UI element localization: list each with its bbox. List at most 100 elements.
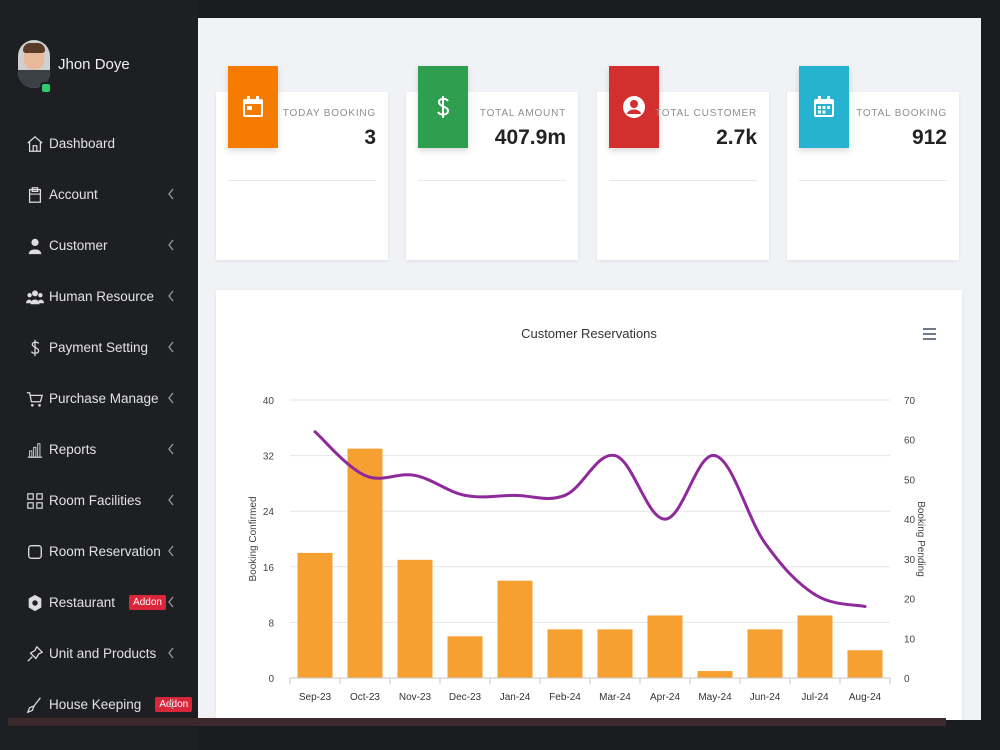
stat-label: TOTAL AMOUNT bbox=[479, 108, 566, 119]
sidebar-item-unit-and-products[interactable]: Unit and Products bbox=[0, 628, 198, 679]
chevron-left-icon bbox=[166, 595, 176, 609]
bar-booking-confirmed-Apr-24 bbox=[647, 615, 683, 678]
sidebar-item-human-resource[interactable]: Human Resource bbox=[0, 271, 198, 322]
point-booking-pending-Aug-24 bbox=[863, 605, 867, 609]
calendar-icon bbox=[228, 66, 278, 148]
chevron-left-icon bbox=[166, 442, 176, 456]
card-divider bbox=[609, 180, 757, 181]
x-tick-label: Sep-23 bbox=[299, 692, 332, 703]
point-booking-pending-Feb-24 bbox=[563, 493, 567, 497]
y-left-tick-label: 16 bbox=[263, 563, 275, 574]
sidebar-item-label: Room Reservation bbox=[49, 544, 161, 559]
point-booking-pending-Jul-24 bbox=[813, 593, 817, 597]
y-left-tick-label: 24 bbox=[263, 507, 275, 518]
pin-icon bbox=[25, 644, 45, 664]
stat-label: TOTAL BOOKING bbox=[856, 108, 947, 119]
avatar[interactable] bbox=[18, 40, 50, 88]
sidebar-item-purchase-manage[interactable]: Purchase Manage bbox=[0, 373, 198, 424]
sidebar-item-label: Room Facilities bbox=[49, 493, 142, 508]
bar-booking-confirmed-Oct-23 bbox=[347, 448, 383, 678]
stat-label: TOTAL CUSTOMER bbox=[655, 108, 757, 119]
customer-reservations-chart: Customer Reservations 0 8 16 24 32 40 0 10 20 30 4… bbox=[216, 290, 962, 720]
bar-booking-confirmed-Jun-24 bbox=[747, 629, 783, 678]
x-tick-label: Aug-24 bbox=[849, 692, 882, 703]
online-status-icon bbox=[40, 82, 52, 94]
broom-icon bbox=[25, 695, 45, 715]
x-tick-label: Nov-23 bbox=[399, 692, 432, 703]
sidebar-item-account[interactable]: Account bbox=[0, 169, 198, 220]
chevron-left-icon bbox=[166, 697, 176, 711]
sidebar-item-label: House Keeping bbox=[49, 697, 142, 712]
point-booking-pending-Nov-23 bbox=[413, 473, 417, 477]
chevron-left-icon bbox=[166, 544, 176, 558]
chevron-left-icon bbox=[166, 187, 176, 201]
addon-badge: Addon bbox=[155, 697, 193, 712]
user-circle-icon bbox=[609, 66, 659, 148]
y-right-tick-label: 40 bbox=[904, 515, 916, 526]
point-booking-pending-Jan-24 bbox=[513, 493, 517, 497]
sidebar-item-room-facilities[interactable]: Room Facilities bbox=[0, 475, 198, 526]
x-tick-label: Jan-24 bbox=[500, 692, 531, 703]
point-booking-pending-Oct-23 bbox=[363, 473, 367, 477]
x-tick-label: Oct-23 bbox=[350, 692, 380, 703]
bar-booking-confirmed-Nov-23 bbox=[397, 559, 433, 678]
y-left-tick-label: 0 bbox=[268, 674, 274, 685]
x-tick-label: May-24 bbox=[698, 692, 732, 703]
stat-card-total-customer: TOTAL CUSTOMER 2.7k bbox=[597, 66, 769, 260]
sidebar-item-label: Dashboard bbox=[49, 136, 116, 151]
card-divider bbox=[418, 180, 566, 181]
stat-card-total-booking: TOTAL BOOKING 912 bbox=[787, 66, 959, 260]
sidebar-item-house-keeping[interactable]: House Keeping Addon bbox=[0, 679, 198, 730]
sidebar-item-label: Purchase Manage bbox=[49, 391, 159, 406]
sidebar-item-label: Customer bbox=[49, 238, 108, 253]
bar-booking-confirmed-Dec-23 bbox=[447, 636, 483, 678]
sidebar-item-restaurant[interactable]: Restaurant Addon bbox=[0, 577, 198, 628]
bar-booking-confirmed-Sep-23 bbox=[297, 552, 333, 678]
x-tick-label: Jun-24 bbox=[750, 692, 781, 703]
stat-label: TODAY BOOKING bbox=[282, 108, 376, 119]
sidebar: Jhon Doye Dashboard Account Customer Human … bbox=[0, 0, 198, 750]
chart-title: Customer Reservations bbox=[521, 326, 657, 341]
y-left-tick-label: 32 bbox=[263, 452, 275, 463]
user-icon bbox=[25, 236, 45, 256]
stat-card-today-booking: TODAY BOOKING 3 bbox=[216, 66, 388, 260]
y-left-tick-label: 40 bbox=[263, 396, 275, 407]
chevron-left-icon bbox=[166, 493, 176, 507]
bar-booking-confirmed-May-24 bbox=[697, 671, 733, 678]
x-tick-label: Mar-24 bbox=[599, 692, 631, 703]
stat-value: 2.7k bbox=[716, 126, 757, 149]
chevron-left-icon bbox=[166, 340, 176, 354]
addon-badge: Addon bbox=[129, 595, 166, 610]
y-left-tick-label: 8 bbox=[268, 618, 274, 629]
bar-booking-confirmed-Jan-24 bbox=[497, 580, 533, 678]
y-right-tick-label: 10 bbox=[904, 634, 916, 645]
bar-booking-confirmed-Feb-24 bbox=[547, 629, 583, 678]
sidebar-item-label: Account bbox=[49, 187, 98, 202]
y-right-axis-label: Booking Pending bbox=[915, 501, 926, 577]
y-right-tick-label: 30 bbox=[904, 555, 916, 566]
user-name: Jhon Doye bbox=[58, 56, 130, 73]
bar-booking-confirmed-Jul-24 bbox=[797, 615, 833, 678]
calendar-grid-icon bbox=[799, 66, 849, 148]
chart-plot: 0 8 16 24 32 40 0 10 20 30 40 50 60 70 Booking Confirm… bbox=[248, 396, 926, 703]
sidebar-item-room-reservation[interactable]: Room Reservation bbox=[0, 526, 198, 577]
user-profile[interactable] bbox=[18, 40, 50, 88]
point-booking-pending-Jun-24 bbox=[763, 541, 767, 545]
sidebar-item-dashboard[interactable]: Dashboard bbox=[0, 118, 198, 169]
sidebar-item-reports[interactable]: Reports bbox=[0, 424, 198, 475]
users-icon bbox=[25, 287, 45, 307]
x-tick-label: Apr-24 bbox=[650, 692, 680, 703]
stat-value: 3 bbox=[364, 126, 376, 149]
clipboard-icon bbox=[25, 185, 45, 205]
sidebar-item-customer[interactable]: Customer bbox=[0, 220, 198, 271]
sidebar-item-label: Unit and Products bbox=[49, 646, 157, 661]
y-right-tick-label: 20 bbox=[904, 595, 916, 606]
sidebar-item-payment-setting[interactable]: Payment Setting bbox=[0, 322, 198, 373]
stat-value: 407.9m bbox=[494, 126, 566, 149]
main-content: TODAY BOOKING 3 TOTAL AMOUNT 407.9m TOTAL CU… bbox=[198, 18, 981, 720]
y-right-tick-label: 50 bbox=[904, 475, 916, 486]
chart-menu-icon[interactable] bbox=[923, 328, 936, 340]
dollar-icon bbox=[418, 66, 468, 148]
y-right-tick-label: 0 bbox=[904, 674, 910, 685]
card-divider bbox=[799, 180, 947, 181]
